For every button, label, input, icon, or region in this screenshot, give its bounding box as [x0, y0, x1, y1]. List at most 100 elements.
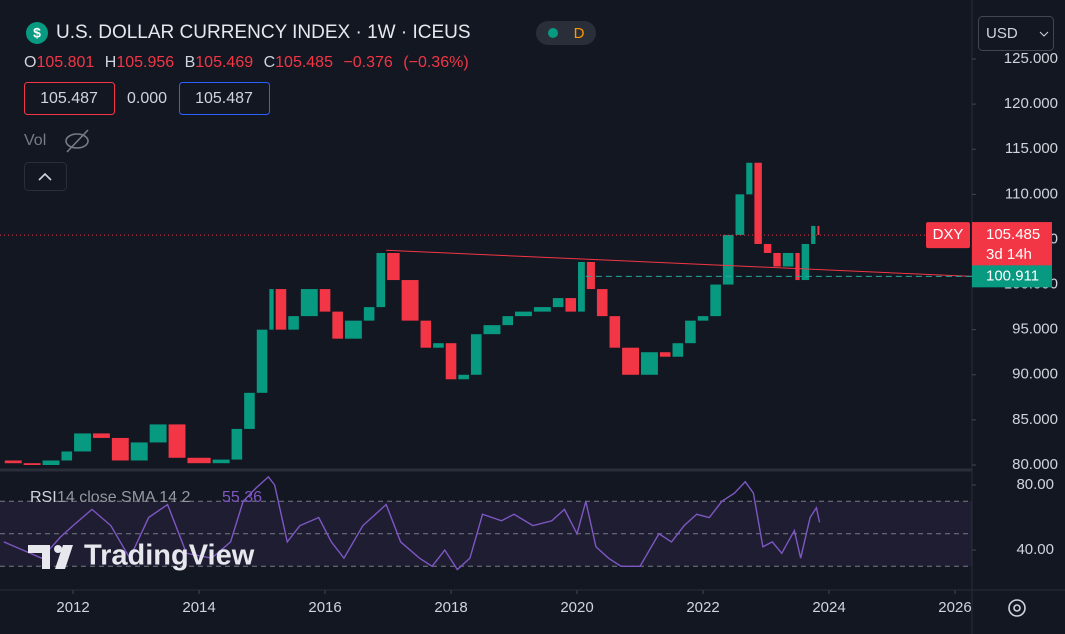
y-tick-label: 125.000 [1004, 50, 1058, 67]
candle [596, 289, 608, 317]
collapse-button[interactable] [24, 162, 67, 191]
rsi-label: RSI [30, 489, 57, 506]
candle [212, 459, 230, 464]
y-tick-label: 115.000 [1005, 140, 1058, 157]
candle [244, 392, 255, 429]
level-tag [972, 265, 1052, 288]
change: −0.376 [343, 54, 392, 71]
symbol-tag-label: DXY [933, 226, 964, 243]
candle [61, 451, 73, 461]
candle [801, 243, 810, 281]
tradingview-logo: TradingView [28, 540, 255, 572]
vol-label: Vol [24, 132, 46, 149]
symbol-tag [926, 222, 970, 249]
x-tick-label: 2012 [56, 599, 89, 616]
candle [387, 252, 400, 281]
y-tick-label: 120.000 [1004, 95, 1058, 112]
candle [685, 320, 696, 344]
candle [672, 343, 684, 357]
legend: $ U.S. DOLLAR CURRENCY INDEX · 1W · ICEU… [24, 16, 1054, 617]
change-pct: (−0.36%) [403, 54, 468, 71]
candle [433, 343, 444, 348]
ask: 105.487 [195, 90, 253, 107]
x-tick-label: 2016 [308, 599, 341, 616]
candle [710, 284, 721, 317]
candle [269, 289, 274, 330]
y-tick-label: 85.000 [1012, 411, 1058, 428]
candle [735, 194, 745, 235]
candle [187, 457, 211, 464]
candle [763, 243, 772, 253]
candle [445, 343, 457, 380]
candle [458, 374, 469, 380]
ask-box[interactable] [179, 82, 270, 115]
candle [168, 424, 186, 458]
candle [659, 352, 671, 357]
x-tick-label: 2018 [434, 599, 467, 616]
o-label: O [24, 54, 36, 71]
candle [586, 262, 595, 290]
rsi-tick-label: 80.00 [1016, 476, 1054, 493]
candle [319, 289, 331, 312]
candle [565, 298, 577, 312]
candle [533, 307, 551, 312]
trendline [386, 249, 973, 277]
candle [231, 428, 243, 460]
candle [811, 225, 816, 244]
candle [23, 463, 41, 465]
x-tick-label: 2014 [182, 599, 215, 616]
bid-box[interactable] [24, 82, 115, 115]
bid: 105.487 [40, 90, 98, 107]
collapse-icon [38, 172, 52, 181]
candle [376, 252, 386, 308]
candle [754, 162, 762, 244]
candle [817, 225, 820, 235]
y-tick-label: 110.000 [1005, 185, 1058, 202]
candle [288, 316, 299, 330]
candle [420, 320, 432, 348]
candle [111, 437, 129, 461]
candle [578, 262, 585, 312]
price-tag-value: 105.485 [986, 226, 1040, 243]
ohlc: O105.801 H105.956 B105.469 C105.485 −0.3… [24, 54, 469, 71]
candle [552, 298, 564, 308]
c-value: 105.485 [275, 54, 333, 71]
price-tag-countdown: 3d 14h [986, 246, 1032, 263]
candle [4, 460, 22, 464]
candle [502, 316, 514, 326]
candle [92, 433, 110, 438]
symbol-title: U.S. DOLLAR CURRENCY INDEX · 1W · ICEUS [56, 22, 471, 43]
status-dot [548, 28, 558, 38]
currency-button[interactable] [978, 16, 1054, 51]
logo-text: TradingView [84, 540, 255, 572]
rsi-tick-label: 40.00 [1016, 541, 1054, 558]
rsi-line [3, 475, 821, 571]
spread: 0.000 [127, 90, 167, 107]
candle [470, 334, 482, 375]
candle [401, 280, 419, 321]
candle [773, 252, 781, 267]
rsi-value: 55.36 [222, 489, 262, 506]
settings-icon[interactable] [1008, 599, 1026, 617]
x-tick-label: 2026 [938, 599, 971, 616]
o-value: 105.801 [36, 54, 94, 71]
candle [697, 316, 709, 321]
candle [130, 442, 148, 461]
x-tick-label: 2022 [686, 599, 719, 616]
candle [746, 162, 753, 195]
candle [622, 347, 640, 375]
candle [641, 352, 658, 375]
candle [74, 433, 91, 452]
x-tick-label: 2020 [560, 599, 593, 616]
currency: USD [986, 25, 1018, 42]
y-tick-label: 80.000 [1012, 456, 1058, 473]
y-tick-label: 90.000 [1012, 366, 1058, 383]
x-tick-label: 2024 [812, 599, 845, 616]
symbol-icon [26, 22, 48, 44]
candle [363, 307, 375, 321]
rsi-params: 14 close SMA 14 2 [57, 489, 191, 506]
hide-icon[interactable] [65, 129, 89, 153]
candle [275, 289, 287, 330]
l-label: B [185, 54, 196, 71]
